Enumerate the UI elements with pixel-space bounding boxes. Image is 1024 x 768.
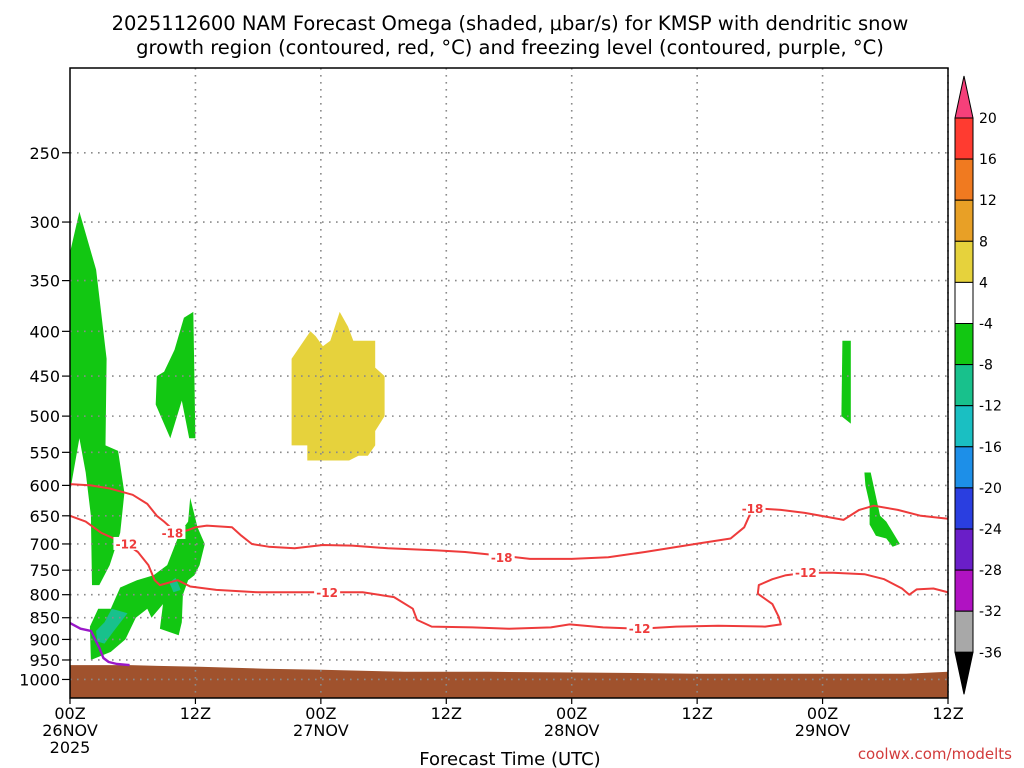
credit-text: coolwx.com/modelts <box>858 745 1012 763</box>
y-tick-label: 750 <box>29 561 60 580</box>
colorbar-swatch <box>954 199 974 242</box>
colorbar-label: -24 <box>979 522 1002 538</box>
colorbar-swatch <box>954 240 974 283</box>
isotherm-label-bg <box>159 525 186 539</box>
isotherm-label-bg <box>113 536 140 550</box>
y-tick-label: 250 <box>29 144 60 163</box>
colorbar-label: 16 <box>979 152 997 168</box>
y-tick-label: 650 <box>29 507 60 526</box>
x-axis-label: Forecast Time (UTC) <box>419 749 600 768</box>
x-tick-label: 12Z <box>681 704 712 723</box>
isotherm-label-bg <box>314 585 341 599</box>
y-tick-label: 950 <box>29 651 60 670</box>
freezing-level-line <box>70 621 130 667</box>
x-tick-label: 00Z <box>556 704 587 723</box>
grid-layer <box>70 68 949 698</box>
colorbar-label: -16 <box>979 440 1002 456</box>
y-tick-label: 700 <box>29 535 60 554</box>
isotherm-label-bg <box>792 565 819 579</box>
isotherm-label-bg <box>626 621 653 635</box>
x-tick-date: 27NOV <box>293 721 349 740</box>
colorbar-swatch <box>954 281 974 324</box>
contour-label-layer: -18 -18 -18 -12 -12 -12 -12 <box>113 501 819 636</box>
colorbar-swatch <box>954 610 974 653</box>
colorbar: 20 16 12 8 4 -4 -8 -12 -16 -20 -24 -28 -32 -36 <box>954 75 1002 695</box>
chart-title-line2: growth region (contoured, red, °C) and f… <box>136 36 884 59</box>
y-tick-label: 550 <box>29 443 60 462</box>
x-tick-label: 00Z <box>807 704 838 723</box>
y-tick-label: 800 <box>29 586 60 605</box>
colorbar-swatch <box>954 487 974 530</box>
colorbar-label: -12 <box>979 399 1002 415</box>
y-tick-label: 300 <box>29 213 60 232</box>
colorbar-label: -28 <box>979 563 1002 579</box>
x-tick-label: 00Z <box>54 704 85 723</box>
terrain-surface <box>70 665 948 698</box>
isotherm-label: -18 <box>742 502 764 516</box>
colorbar-bottom-arrow <box>954 651 974 695</box>
x-tick-label: 12Z <box>431 704 462 723</box>
colorbar-label: -8 <box>979 358 993 374</box>
omega-region-2-0 <box>291 311 385 461</box>
x-tick-label: 00Z <box>305 704 336 723</box>
isotherm-label: -12 <box>629 622 651 636</box>
isotherm-line-1 <box>70 514 948 630</box>
colorbar-swatch <box>954 569 974 612</box>
colorbar-swatch <box>954 528 974 571</box>
chart-title-line1: 2025112600 NAM Forecast Omega (shaded, μ… <box>112 12 909 35</box>
omega-region-0-3 <box>841 340 851 424</box>
terrain-layer <box>70 665 948 698</box>
colorbar-label: -4 <box>979 317 993 333</box>
y-axis: 250 300 350 400 450 500 550 600 650 700 750 800 850 9… <box>19 144 70 689</box>
colorbar-label: -36 <box>979 645 1002 661</box>
colorbar-label: -32 <box>979 604 1002 620</box>
y-tick-label: 450 <box>29 367 60 386</box>
y-tick-label: 850 <box>29 609 60 628</box>
x-tick-year: 2025 <box>50 738 91 757</box>
isotherm-label: -18 <box>491 551 513 565</box>
colorbar-label: -20 <box>979 481 1002 497</box>
x-tick-date: 29NOV <box>795 721 851 740</box>
y-tick-label: 600 <box>29 476 60 495</box>
colorbar-label: 20 <box>979 111 997 127</box>
omega-region-0-4 <box>864 472 900 547</box>
colorbar-swatch <box>954 158 974 201</box>
y-tick-label: 500 <box>29 407 60 426</box>
colorbar-swatch <box>954 323 974 366</box>
isotherm-label: -12 <box>795 566 817 580</box>
isotherm-label: -12 <box>116 537 138 551</box>
colorbar-swatch <box>954 364 974 407</box>
y-tick-label: 350 <box>29 272 60 291</box>
x-tick-label: 12Z <box>180 704 211 723</box>
colorbar-swatch <box>954 117 974 160</box>
colorbar-label: 12 <box>979 193 997 209</box>
omega-shading-layer <box>70 211 900 660</box>
colorbar-swatch <box>954 446 974 489</box>
colorbar-label: 4 <box>979 275 988 291</box>
omega-region-0-0 <box>70 211 125 586</box>
x-tick-date: 26NOV <box>42 721 98 740</box>
omega-region-0-1 <box>155 311 196 439</box>
y-tick-label: 400 <box>29 322 60 341</box>
x-tick-date: 28NOV <box>544 721 600 740</box>
x-tick-label: 12Z <box>932 704 963 723</box>
y-tick-label: 900 <box>29 630 60 649</box>
isotherm-label: -12 <box>316 586 338 600</box>
isotherm-label-bg <box>488 550 515 564</box>
colorbar-label: 8 <box>979 234 988 250</box>
y-tick-label: 1000 <box>19 670 60 689</box>
isotherm-label-bg <box>739 501 766 515</box>
colorbar-top-arrow <box>954 75 974 119</box>
colorbar-swatch <box>954 405 974 448</box>
isotherm-label: -18 <box>162 526 184 540</box>
plot-frame <box>69 67 949 699</box>
